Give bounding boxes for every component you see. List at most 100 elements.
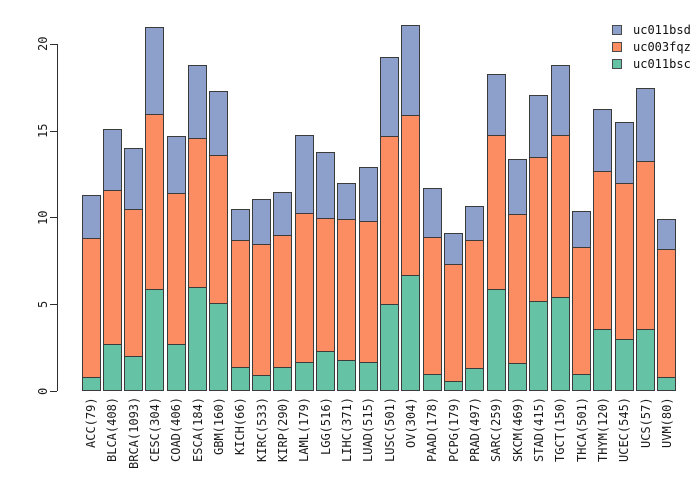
bar-segment-ACC(79)-uc003fqz bbox=[81, 238, 101, 378]
x-category-label: OV(304) bbox=[403, 397, 418, 448]
bar-segment-UCS(57)-uc011bsd bbox=[636, 87, 656, 161]
x-category-label: PAAD(178) bbox=[425, 397, 440, 463]
bar-segment-LAML(179)-uc011bsc bbox=[294, 361, 314, 391]
y-tick-label: 0 bbox=[36, 387, 50, 395]
bar-segment-GBM(160)-uc003fqz bbox=[209, 155, 229, 303]
bar-segment-CESC(304)-uc011bsc bbox=[145, 288, 165, 391]
bar-segment-PRAD(497)-uc011bsd bbox=[465, 205, 485, 241]
bar-segment-THCA(501)-uc011bsc bbox=[572, 373, 592, 391]
bar-segment-OV(304)-uc011bsc bbox=[401, 274, 421, 391]
y-tick-mark bbox=[50, 303, 57, 305]
x-category-label: TGCT(150) bbox=[553, 397, 568, 463]
bar-segment-LUSC(501)-uc011bsd bbox=[380, 56, 400, 137]
x-category-label: UCS(57) bbox=[638, 397, 653, 448]
bar-segment-STAD(415)-uc003fqz bbox=[529, 157, 549, 301]
bar-segment-LAML(179)-uc011bsd bbox=[294, 134, 314, 213]
y-axis-line bbox=[57, 44, 58, 391]
bar-segment-LIHC(371)-uc011bsd bbox=[337, 183, 357, 220]
bar-segment-UCS(57)-uc003fqz bbox=[636, 160, 656, 329]
bar-segment-GBM(160)-uc011bsd bbox=[209, 91, 229, 156]
x-category-label: THYM(120) bbox=[595, 397, 610, 463]
bar-segment-UCEC(545)-uc011bsc bbox=[614, 339, 634, 391]
bar-segment-BRCA(1093)-uc011bsd bbox=[124, 148, 144, 210]
y-tick-mark bbox=[50, 43, 57, 45]
legend-label: uc003fqz bbox=[633, 39, 691, 54]
bar-segment-SKCM(469)-uc003fqz bbox=[508, 214, 528, 364]
bar-segment-UCEC(545)-uc003fqz bbox=[614, 183, 634, 339]
legend-item-uc011bsd: uc011bsd bbox=[612, 21, 691, 38]
bar-segment-SARC(259)-uc011bsc bbox=[486, 288, 506, 391]
bar-segment-PAAD(178)-uc011bsc bbox=[422, 373, 442, 391]
bar-segment-UVM(80)-uc011bsd bbox=[657, 219, 677, 249]
bar-segment-TGCT(150)-uc011bsc bbox=[550, 297, 570, 391]
x-category-label: BLCA(408) bbox=[105, 397, 120, 463]
x-category-label: LAML(179) bbox=[297, 397, 312, 463]
bar-segment-BLCA(408)-uc011bsd bbox=[102, 129, 122, 190]
bar-segment-KIRC(533)-uc011bsc bbox=[252, 375, 272, 391]
bar-segment-ESCA(184)-uc011bsc bbox=[188, 287, 208, 391]
bar-segment-BLCA(408)-uc003fqz bbox=[102, 189, 122, 345]
bar-segment-THYM(120)-uc011bsd bbox=[593, 108, 613, 171]
bar-segment-PRAD(497)-uc003fqz bbox=[465, 240, 485, 369]
bar-segment-LGG(516)-uc003fqz bbox=[316, 217, 336, 352]
x-category-label: UVM(80) bbox=[659, 397, 674, 448]
legend-swatch-uc011bsc bbox=[612, 58, 622, 69]
x-category-label: LUAD(515) bbox=[361, 397, 376, 463]
x-category-label: STAD(415) bbox=[531, 397, 546, 463]
bar-segment-KICH(66)-uc011bsc bbox=[230, 366, 250, 391]
y-tick-mark bbox=[50, 217, 57, 219]
legend-label: uc011bsd bbox=[633, 22, 691, 37]
bar-segment-OV(304)-uc011bsd bbox=[401, 25, 421, 116]
y-tick-label: 5 bbox=[36, 300, 50, 308]
x-category-label: LUSC(501) bbox=[382, 397, 397, 463]
bar-segment-COAD(406)-uc011bsd bbox=[166, 136, 186, 194]
bar-segment-PRAD(497)-uc011bsc bbox=[465, 368, 485, 391]
x-category-label: ESCA(184) bbox=[190, 397, 205, 463]
bar-segment-KIRP(290)-uc003fqz bbox=[273, 235, 293, 367]
bar-segment-TGCT(150)-uc003fqz bbox=[550, 134, 570, 298]
bar-segment-PAAD(178)-uc003fqz bbox=[422, 236, 442, 374]
bar-segment-ESCA(184)-uc011bsd bbox=[188, 65, 208, 138]
bar-segment-LUSC(501)-uc003fqz bbox=[380, 136, 400, 305]
y-tick-mark bbox=[50, 130, 57, 132]
bar-segment-STAD(415)-uc011bsc bbox=[529, 300, 549, 391]
x-category-label: GBM(160) bbox=[211, 397, 226, 455]
legend-label: uc011bsc bbox=[633, 56, 691, 71]
bar-segment-PCPG(179)-uc011bsd bbox=[444, 233, 464, 265]
bar-segment-LAML(179)-uc003fqz bbox=[294, 212, 314, 362]
legend: uc011bsd uc003fqz uc011bsc bbox=[612, 21, 691, 72]
x-category-label: SARC(259) bbox=[489, 397, 504, 463]
y-tick-label: 20 bbox=[36, 37, 50, 52]
bar-segment-SKCM(469)-uc011bsc bbox=[508, 363, 528, 391]
bar-segment-UCEC(545)-uc011bsd bbox=[614, 122, 634, 184]
bar-segment-KICH(66)-uc011bsd bbox=[230, 209, 250, 241]
bar-segment-THYM(120)-uc011bsc bbox=[593, 328, 613, 391]
bar-segment-BLCA(408)-uc011bsc bbox=[102, 344, 122, 391]
bar-segment-LUAD(515)-uc011bsd bbox=[358, 167, 378, 222]
bar-segment-UVM(80)-uc011bsc bbox=[657, 377, 677, 391]
bar-segment-LUAD(515)-uc003fqz bbox=[358, 221, 378, 362]
x-category-label: PRAD(497) bbox=[467, 397, 482, 463]
x-category-label: PCPG(179) bbox=[446, 397, 461, 463]
legend-swatch-uc011bsd bbox=[612, 24, 622, 35]
x-category-label: KICH(66) bbox=[233, 397, 248, 455]
bar-segment-CESC(304)-uc011bsd bbox=[145, 27, 165, 114]
bar-segment-ESCA(184)-uc003fqz bbox=[188, 137, 208, 287]
x-category-label: LGG(516) bbox=[318, 397, 333, 455]
y-tick-label: 10 bbox=[36, 210, 50, 225]
x-category-label: THCA(501) bbox=[574, 397, 589, 463]
x-category-label: BRCA(1093) bbox=[126, 397, 141, 470]
bar-segment-UCS(57)-uc011bsc bbox=[636, 328, 656, 391]
legend-item-uc003fqz: uc003fqz bbox=[612, 38, 691, 55]
bar-segment-STAD(415)-uc011bsd bbox=[529, 94, 549, 158]
x-category-label: UCEC(545) bbox=[617, 397, 632, 463]
bar-segment-LIHC(371)-uc011bsc bbox=[337, 359, 357, 391]
bar-segment-THCA(501)-uc003fqz bbox=[572, 247, 592, 374]
bar-segment-COAD(406)-uc003fqz bbox=[166, 193, 186, 345]
bar-segment-ACC(79)-uc011bsc bbox=[81, 377, 101, 391]
y-tick-label: 15 bbox=[36, 123, 50, 139]
bar-segment-LGG(516)-uc011bsc bbox=[316, 351, 336, 391]
x-category-label: SKCM(469) bbox=[510, 397, 525, 463]
bar-segment-PCPG(179)-uc011bsc bbox=[444, 380, 464, 391]
